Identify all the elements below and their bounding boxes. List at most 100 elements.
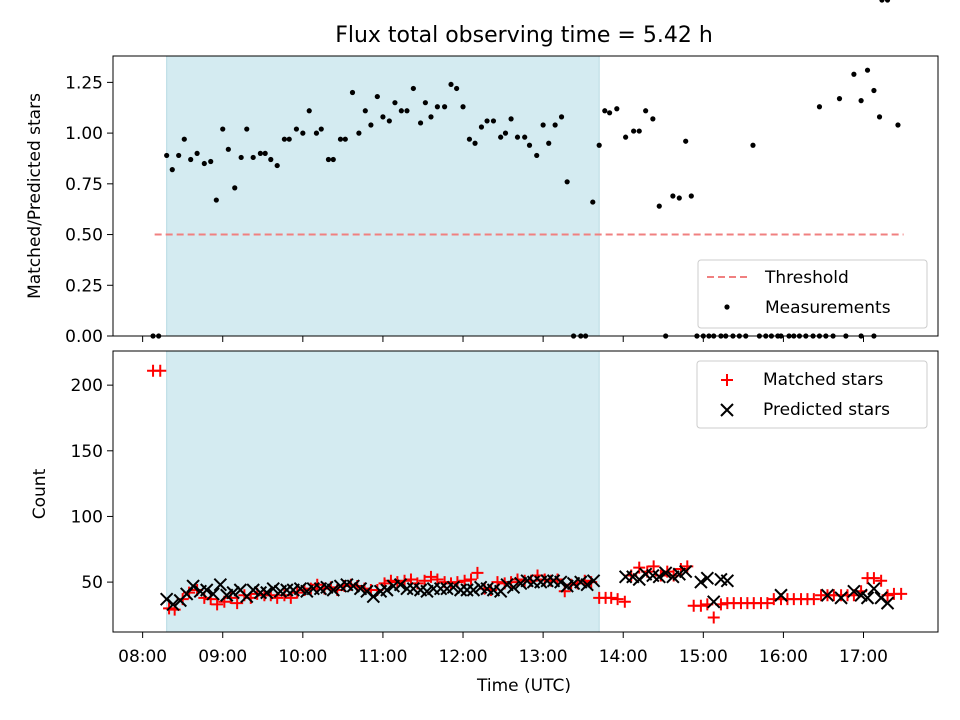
- measurement-point: [268, 156, 274, 163]
- predicted-star-point: [260, 585, 274, 600]
- measurement-point: [208, 158, 214, 165]
- predicted-star-point: [226, 585, 240, 600]
- measurement-point: [454, 85, 460, 92]
- y-tick-label: 150: [71, 442, 103, 462]
- measurement-point: [602, 108, 608, 114]
- measurement-point: [688, 193, 694, 199]
- measurement-point: [244, 126, 250, 132]
- x-tick-label: 09:00: [198, 647, 247, 667]
- x-tick-label: 16:00: [759, 647, 808, 667]
- measurement-point: [313, 130, 320, 136]
- measurement-point: [398, 108, 404, 114]
- legend-threshold-label: Threshold: [764, 268, 849, 288]
- matched-star-point: [424, 570, 437, 583]
- matched-star-point: [605, 591, 618, 604]
- predicted-star-point: [380, 583, 394, 597]
- measurement-point: [169, 167, 175, 173]
- y-tick-label: 200: [71, 376, 103, 396]
- predicted-star-point: [326, 583, 340, 597]
- measurement-point: [213, 197, 219, 203]
- measurement-point: [879, 0, 885, 3]
- legend-matched-label: Matched stars: [763, 370, 883, 390]
- predicted-star-point: [246, 583, 260, 597]
- measurement-point: [656, 203, 662, 209]
- measurement-point: [534, 152, 540, 159]
- measurement-point: [417, 120, 424, 126]
- measurement-point: [884, 0, 891, 3]
- y-tick-label: 50: [81, 573, 103, 593]
- measurement-point: [238, 154, 244, 161]
- measurement-point: [558, 114, 565, 120]
- matched-star-point: [761, 597, 774, 610]
- measurement-point: [876, 114, 883, 120]
- measurement-point: [623, 134, 629, 140]
- measurement-point: [526, 142, 533, 148]
- measurement-point: [498, 134, 504, 140]
- measurement-point: [164, 152, 170, 159]
- predicted-star-point: [453, 583, 468, 597]
- matched-star-point: [154, 364, 167, 377]
- y-tick-label: 0.50: [65, 226, 103, 246]
- measurement-point: [636, 128, 642, 134]
- top-panel: 0.00 0.25 0.50 0.75 1.00 1.25 Matched/Predict…: [25, 0, 939, 347]
- measurement-point: [300, 130, 306, 136]
- measurement-point: [564, 179, 570, 185]
- measurement-point: [643, 108, 649, 114]
- matched-star-point: [211, 598, 224, 611]
- y-tick-label: 1.25: [65, 73, 103, 93]
- measurement-point: [392, 100, 398, 106]
- measurement-point: [816, 104, 823, 110]
- y-tick-label: 100: [71, 507, 103, 527]
- measurement-point: [472, 140, 478, 146]
- x-axis-label: Time (UTC): [476, 676, 571, 696]
- matched-star-point: [611, 593, 624, 606]
- predicted-star-point: [206, 587, 220, 601]
- bottom-plot-frame: [112, 350, 939, 633]
- predicted-star-point: [554, 575, 568, 589]
- predicted-star-point: [393, 578, 408, 592]
- measurement-point: [502, 130, 509, 136]
- predicted-star-point: [266, 581, 280, 596]
- matched-star-point: [807, 593, 820, 606]
- bottom-y-axis-ticks: 50 100 150 200: [71, 376, 113, 593]
- measurement-point: [490, 118, 497, 124]
- matched-star-point: [895, 587, 908, 600]
- predicted-star-point: [366, 589, 381, 604]
- predicted-star-point: [847, 584, 861, 599]
- measurement-point: [374, 93, 380, 100]
- measurement-point: [434, 104, 440, 110]
- predicted-star-point: [658, 566, 673, 580]
- predicted-star-point: [678, 564, 693, 579]
- predicted-star-point: [720, 574, 735, 588]
- measurement-point: [428, 114, 434, 120]
- predicted-star-point: [186, 579, 200, 593]
- measurement-point: [201, 160, 207, 167]
- measurement-point: [262, 150, 268, 156]
- measurement-point: [442, 104, 448, 110]
- measurement-point: [750, 142, 756, 148]
- measurement-points: [150, 0, 901, 339]
- predicted-star-point: [860, 591, 875, 605]
- x-tick-label: 10:00: [278, 647, 327, 667]
- legend-measurements-label: Measurements: [765, 298, 891, 318]
- measurement-point: [194, 150, 200, 156]
- measurement-point: [410, 85, 416, 92]
- legend-measurements-swatch: [724, 304, 730, 310]
- top-x-axis-ticks: [142, 336, 865, 342]
- measurement-point: [380, 114, 386, 120]
- measurement-point: [540, 122, 546, 128]
- measurement-point: [858, 98, 864, 104]
- predicted-star-point: [433, 581, 448, 596]
- measurement-point: [281, 136, 288, 142]
- predicted-star-point: [460, 583, 474, 597]
- measurement-point: [552, 122, 558, 128]
- measurement-point: [607, 110, 613, 116]
- matched-star-point: [875, 574, 888, 587]
- top-legend-box: [697, 259, 928, 329]
- measurement-point: [337, 136, 344, 142]
- measurement-point: [306, 108, 312, 114]
- measurement-point: [356, 130, 362, 136]
- measurement-point: [349, 89, 356, 96]
- measurement-point: [484, 118, 490, 124]
